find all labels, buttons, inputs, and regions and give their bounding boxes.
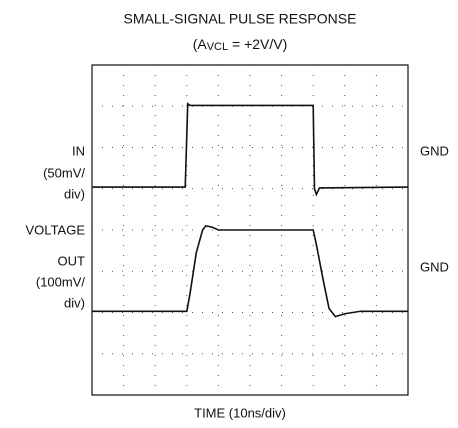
trace [92,224,408,318]
chart-subtitle: (AVCL = +2V/V) [193,36,288,53]
channel-label: div) [64,186,85,201]
ground-label: GND [420,259,449,274]
channel-label: VOLTAGE [26,222,86,237]
channel-label: div) [64,295,85,310]
subtitle-part: = +2V/V) [228,36,287,52]
x-axis-label: TIME (10ns/div) [194,405,286,420]
channel-label: (100mV/ [36,274,86,289]
subtitle-subscript: VCL [207,41,228,53]
chart-title: SMALL-SIGNAL PULSE RESPONSE [124,11,357,27]
channel-label: OUT [58,253,86,268]
subtitle-part: (A [193,36,208,52]
channel-label: (50mV/ [43,165,85,180]
trace [92,102,409,197]
ground-label: GND [420,143,449,158]
channel-label: IN [72,143,85,158]
